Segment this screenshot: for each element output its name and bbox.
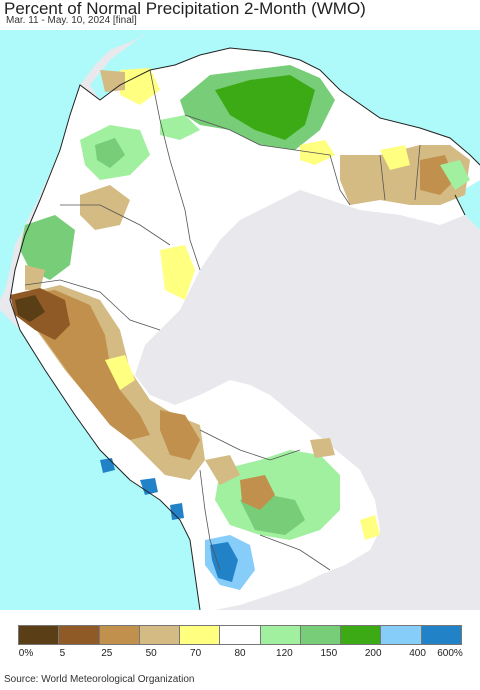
brazil-yellow-patch	[360, 515, 380, 540]
legend-swatch	[341, 626, 382, 644]
guyana-yellow	[380, 145, 410, 170]
map-subtitle: Mar. 11 - May. 10, 2024 [final]	[6, 15, 137, 26]
bolivia-dry-spot	[240, 475, 275, 510]
legend-swatch	[180, 626, 221, 644]
legend-swatch	[421, 626, 461, 644]
legend-tick-label: 50	[145, 648, 157, 659]
bolivia-wet-region	[215, 450, 340, 540]
legend-tick-label: 150	[320, 648, 338, 659]
legend-tick-label: 70	[190, 648, 202, 659]
legend-tick-label: 400	[409, 648, 426, 659]
legend-tick-label: 200	[364, 648, 382, 659]
source-credit: Source: World Meteorological Organizatio…	[4, 674, 195, 685]
venezuela-very-wet-region	[215, 75, 315, 140]
peru-coast-blue-2	[140, 478, 158, 495]
legend-tick-label: 0%	[18, 648, 34, 659]
peru-south-yellow	[105, 355, 135, 390]
guianas-yellow-band	[300, 140, 335, 165]
ecuador-wet-region	[20, 215, 75, 280]
legend-tick-label: 600%	[437, 648, 463, 659]
colombia-yellow-patch	[160, 245, 195, 300]
legend-swatch	[139, 626, 181, 644]
legend-tick-label: 120	[276, 648, 293, 659]
venezuela-light-wet	[160, 115, 200, 140]
legend-swatch	[300, 626, 342, 644]
colombia-green-patch	[95, 138, 125, 168]
peru-coast-blue-3	[170, 503, 184, 520]
brazil-green-patch-east	[440, 160, 470, 190]
altiplano-extreme-wet	[210, 542, 238, 582]
bolivia-tan-patch	[205, 455, 240, 485]
gulf-of-panama	[0, 90, 75, 140]
peru-driest-spot	[15, 295, 45, 322]
legend-tick-label: 25	[101, 648, 113, 659]
caribbean-sea	[90, 30, 480, 165]
peru-interior-dry	[160, 410, 200, 460]
legend-swatch	[59, 626, 100, 644]
map-title: Percent of Normal Precipitation 2-Month …	[4, 0, 366, 18]
color-legend	[18, 625, 462, 645]
brazil-tan-patch	[310, 438, 335, 458]
legend-swatch	[99, 626, 140, 644]
legend-tick-label: 80	[234, 648, 246, 659]
colombia-north-yellow	[120, 68, 160, 105]
precipitation-map	[0, 30, 480, 610]
legend-tick-label: 5	[59, 648, 66, 659]
legend-swatch	[381, 626, 422, 644]
ecuador-dry-spot	[25, 265, 45, 290]
map-svg	[0, 30, 480, 610]
legend-swatch	[260, 626, 301, 644]
country-borders	[24, 69, 421, 571]
legend-swatch	[19, 626, 60, 644]
coastline	[9, 47, 480, 610]
legend-swatch	[220, 626, 261, 644]
